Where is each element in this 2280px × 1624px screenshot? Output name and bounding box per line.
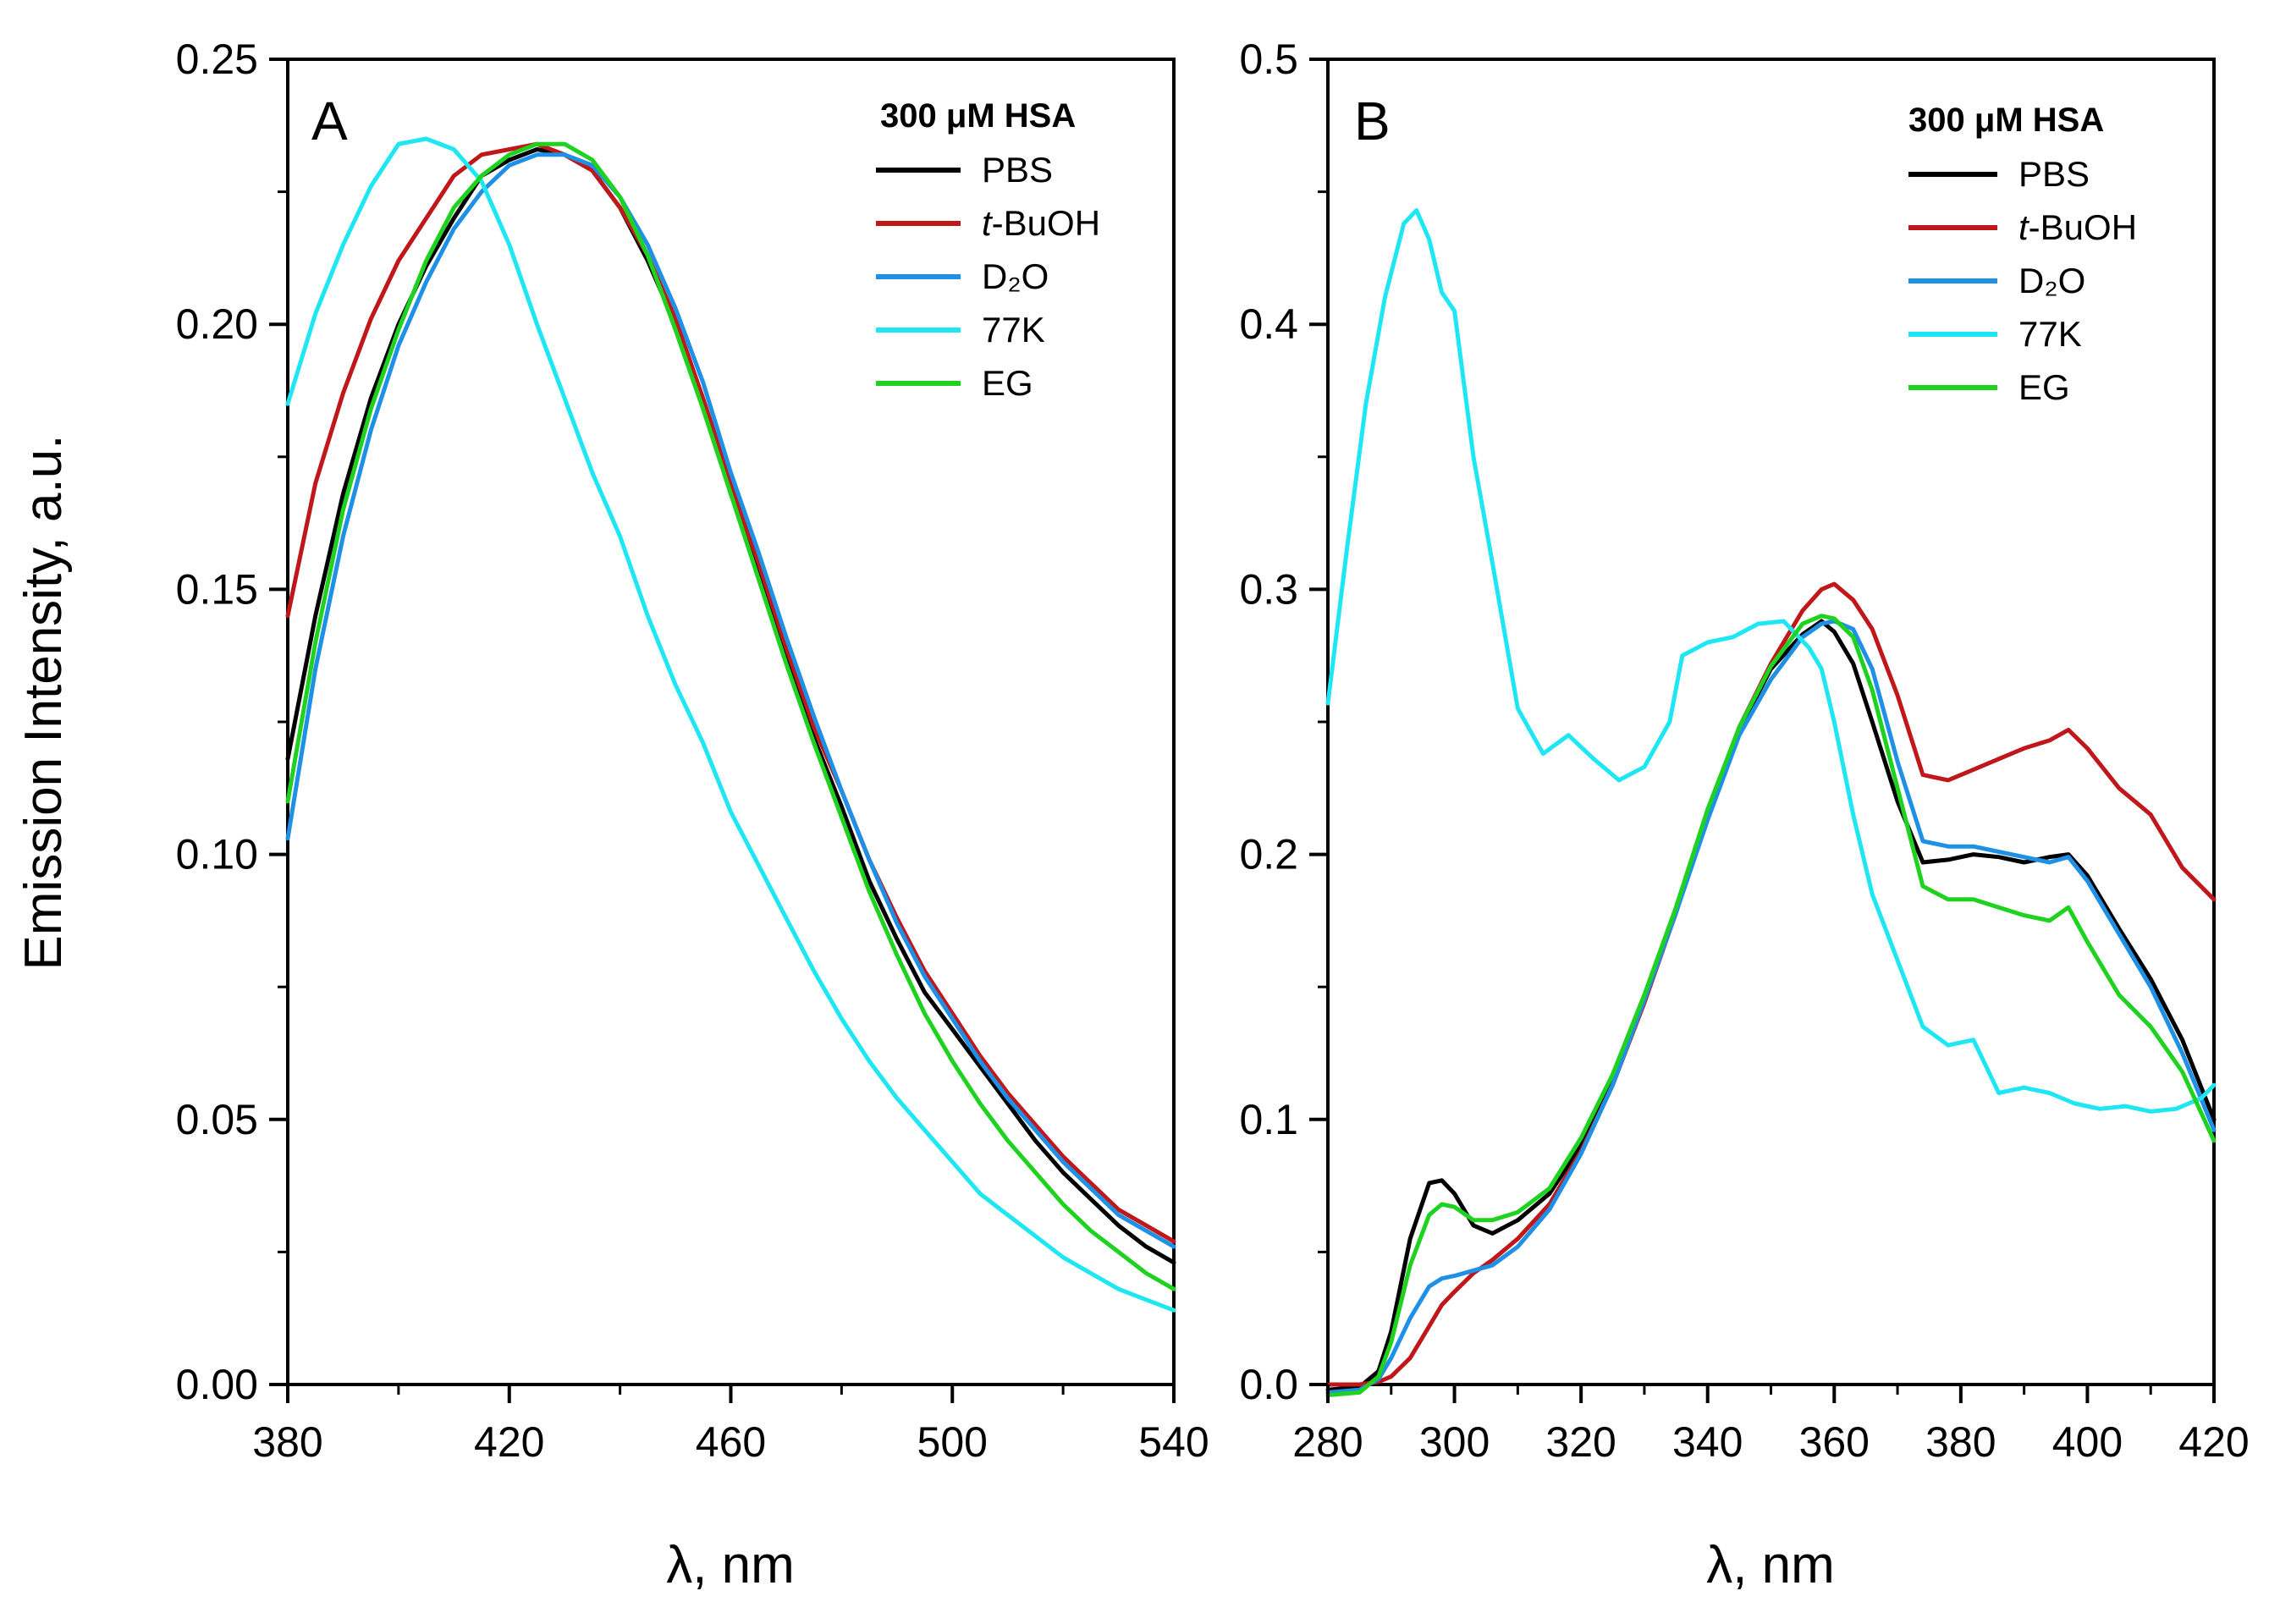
panel-b-legend-label-eg: EG bbox=[2018, 367, 2070, 407]
panel-b-legend-title: 300 μM HSA bbox=[1908, 102, 2104, 139]
panel-a-y-tick-label: 0.15 bbox=[176, 565, 258, 613]
panel-b-series-eg bbox=[1325, 614, 2217, 1397]
panel-b-x-tick-label: 340 bbox=[1672, 1418, 1743, 1466]
panel-a-series-77k bbox=[285, 136, 1176, 1313]
panel-a-y-tick-label: 0.20 bbox=[176, 300, 258, 348]
panel-b-legend: 300 μM HSA PBS t-BuOH D₂O 77K EG bbox=[1908, 102, 2137, 407]
panel-a-legend: 300 μM HSA PBS t-BuOH D₂O 77K EG bbox=[876, 97, 1100, 403]
panel-b-series-77k bbox=[1325, 208, 2217, 1114]
panel-b-frame bbox=[1326, 58, 2216, 1386]
y-axis-title: Emission Intensity, a.u. bbox=[14, 435, 73, 971]
panel-b-x-axis-title: λ, nm bbox=[1706, 1536, 1835, 1594]
panel-b-legend-label-d2o: D₂O bbox=[2018, 261, 2085, 300]
panel-b-x-tick-label: 360 bbox=[1799, 1418, 1870, 1466]
panel-a-legend-label-77k: 77K bbox=[982, 310, 1045, 350]
panel-b-y-tick-label: 0.0 bbox=[1239, 1361, 1298, 1408]
panel-a-legend-label-eg: EG bbox=[982, 363, 1033, 403]
panel-b-y-tick-label: 0.2 bbox=[1239, 831, 1298, 878]
panel-b-x-tick-label: 280 bbox=[1292, 1418, 1363, 1466]
panel-a-legend-label-pbs: PBS bbox=[982, 150, 1053, 190]
panel-a-x-tick-label: 460 bbox=[696, 1418, 766, 1466]
panel-a-series bbox=[285, 136, 1176, 1313]
panel-b-legend-label-t-buoh: t-BuOH bbox=[2018, 207, 2137, 247]
panel-a-y-tick-label: 0.10 bbox=[176, 831, 258, 878]
panel-a-axes: 380 420 460 500 540 0.00 0.05 0.10 0.15 0.20 0.25 bbox=[176, 36, 1209, 1466]
panel-b-axes: 280 300 320 340 360 380 400 420 0.0 0.1 0.2 0.3 0.4 0… bbox=[1239, 36, 2249, 1466]
panel-a-series-t-buoh bbox=[285, 141, 1176, 1244]
panel-b-legend-label-pbs: PBS bbox=[2018, 154, 2090, 194]
panel-a-legend-label-t-buoh: t-BuOH bbox=[982, 203, 1100, 243]
panel-b-x-tick-label: 300 bbox=[1419, 1418, 1490, 1466]
panel-b-x-tick-label: 380 bbox=[1925, 1418, 1996, 1466]
panel-a: 380 420 460 500 5400.000.050.100.150.200.25 … bbox=[176, 36, 1209, 1594]
panel-b-series-d2o bbox=[1325, 619, 2217, 1395]
panel-b-y-tick-label: 0.5 bbox=[1239, 36, 1298, 83]
panel-b-series bbox=[1325, 208, 2217, 1397]
panel-b-x-tick-label: 320 bbox=[1545, 1418, 1616, 1466]
panel-a-legend-label-d2o: D₂O bbox=[982, 256, 1049, 296]
panel-b-series-t-buoh bbox=[1325, 581, 2217, 1387]
panel-a-x-axis-title: λ, nm bbox=[666, 1536, 795, 1594]
panel-a-series-eg bbox=[285, 141, 1176, 1291]
panel-b-y-tick-label: 0.4 bbox=[1239, 300, 1298, 348]
panel-a-y-tick-label: 0.05 bbox=[176, 1096, 258, 1143]
panel-a-letter: A bbox=[311, 91, 348, 151]
panel-b-y-tick-label: 0.1 bbox=[1239, 1096, 1298, 1143]
panel-b-legend-label-77k: 77K bbox=[2018, 314, 2082, 354]
panel-b-y-tick-label: 0.3 bbox=[1239, 565, 1298, 613]
panel-a-x-tick-label: 420 bbox=[474, 1418, 544, 1466]
panel-a-y-tick-label: 0.25 bbox=[176, 36, 258, 83]
panel-a-series-d2o bbox=[285, 152, 1176, 1249]
panel-b-letter: B bbox=[1354, 91, 1391, 151]
panel-b-x-tick-label: 420 bbox=[2178, 1418, 2249, 1466]
panel-b-x-tick-label: 400 bbox=[2052, 1418, 2123, 1466]
panel-a-y-tick-label: 0.00 bbox=[176, 1361, 258, 1408]
panel-a-x-tick-label: 500 bbox=[917, 1418, 988, 1466]
panel-a-x-tick-label: 380 bbox=[252, 1418, 322, 1466]
panel-a-legend-title: 300 μM HSA bbox=[880, 97, 1076, 135]
panel-a-x-tick-label: 540 bbox=[1138, 1418, 1209, 1466]
panel-b: 280 300 320 340 360 380 400 420 0.0 0.1 0.2 0.3 0.4 0… bbox=[1239, 36, 2249, 1594]
